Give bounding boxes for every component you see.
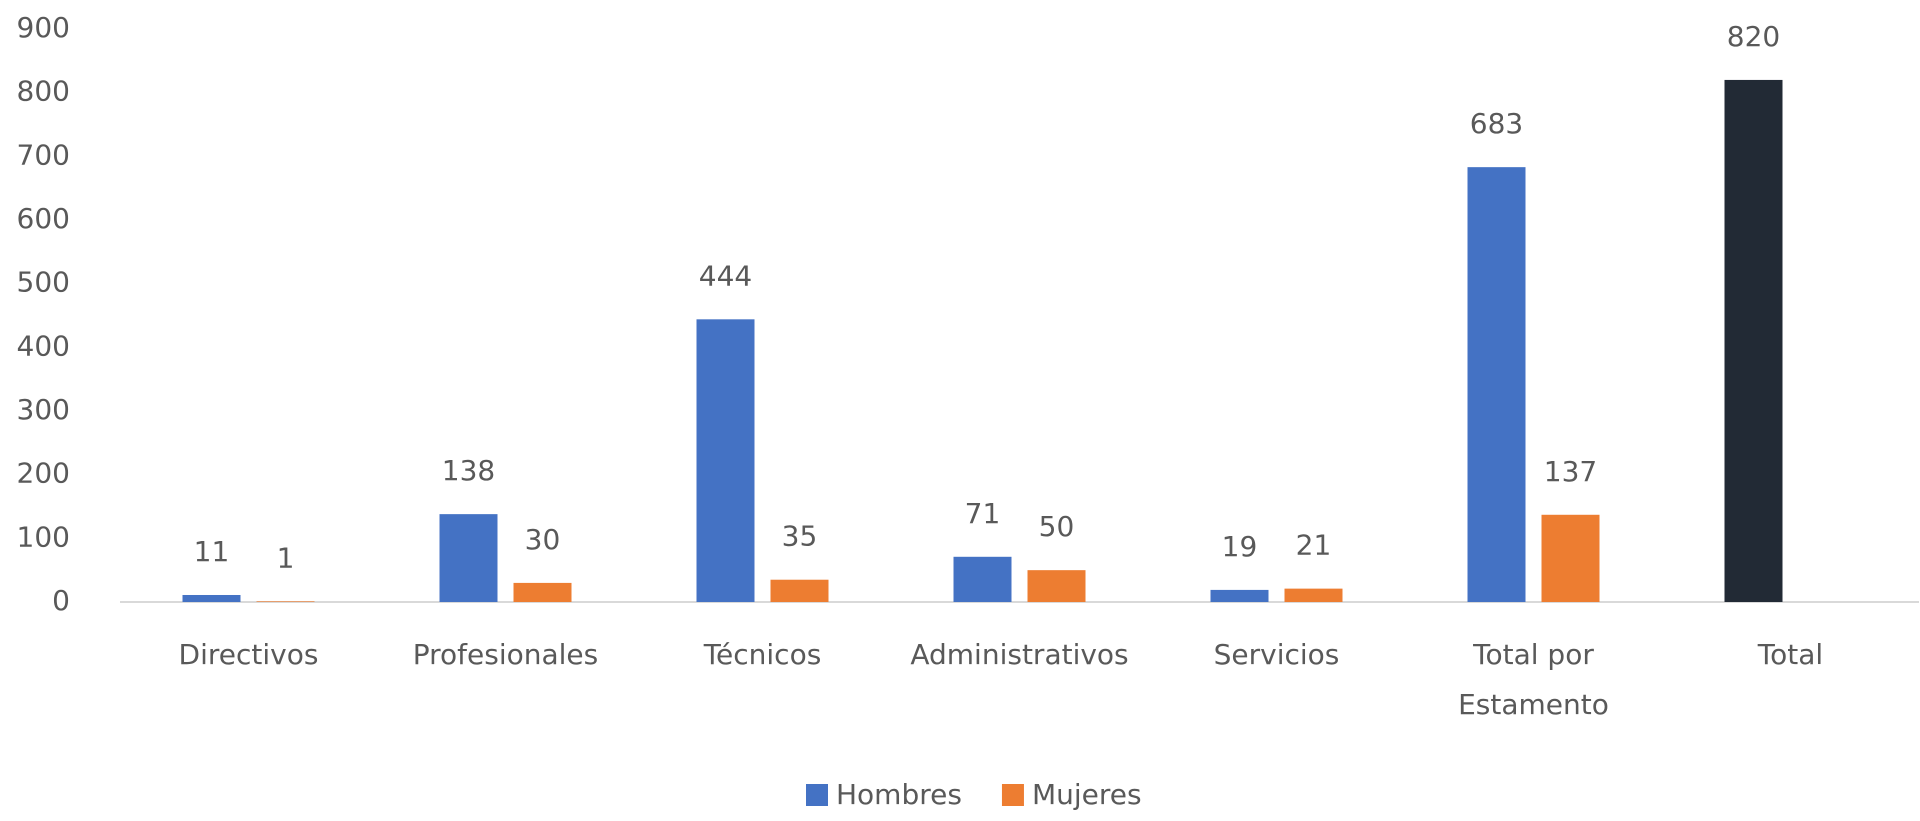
bar <box>953 556 1012 602</box>
bar <box>1284 588 1343 602</box>
x-tick-label: Profesionales <box>413 638 599 671</box>
y-tick-label: 600 <box>17 202 70 235</box>
data-label: 35 <box>782 520 818 553</box>
data-label: 138 <box>442 454 495 487</box>
x-tick-label: Administrativos <box>910 638 1128 671</box>
data-label: 30 <box>525 523 561 556</box>
data-label: 19 <box>1222 530 1258 563</box>
x-tick-label: Servicios <box>1214 638 1340 671</box>
y-tick-label: 500 <box>17 266 70 299</box>
x-tick-label: Técnicos <box>703 638 822 671</box>
bar <box>1541 514 1600 602</box>
data-label: 50 <box>1039 510 1075 543</box>
bar <box>696 319 755 602</box>
x-tick-line: Total por <box>1472 638 1594 671</box>
legend-label: Mujeres <box>1032 778 1142 811</box>
y-tick-label: 300 <box>17 393 70 426</box>
y-tick-label: 0 <box>52 584 70 617</box>
data-label: 683 <box>1470 107 1523 140</box>
y-tick-label: 900 <box>17 11 70 44</box>
x-tick-label: Total por Estamento <box>1458 638 1609 721</box>
bar <box>1210 589 1269 602</box>
y-tick-label: 400 <box>17 329 70 362</box>
bar <box>439 514 498 602</box>
bar <box>513 582 572 602</box>
y-tick-label: 200 <box>17 457 70 490</box>
data-label: 11 <box>194 535 230 568</box>
data-label: 820 <box>1727 20 1780 53</box>
x-tick-label: Directivos <box>179 638 319 671</box>
legend-swatch <box>806 784 828 806</box>
bar <box>770 579 829 602</box>
y-tick-label: 100 <box>17 520 70 553</box>
bar <box>1027 570 1086 602</box>
x-tick-line: Estamento <box>1458 688 1609 721</box>
legend-label: Hombres <box>836 778 962 811</box>
bar <box>1724 79 1783 602</box>
y-tick-label: 800 <box>17 75 70 108</box>
bar <box>256 601 315 602</box>
data-label: 444 <box>699 259 752 292</box>
data-label: 21 <box>1296 529 1332 562</box>
bar <box>182 594 241 602</box>
data-label: 137 <box>1544 455 1597 488</box>
data-label: 71 <box>965 497 1001 530</box>
y-tick-label: 700 <box>17 138 70 171</box>
legend-swatch <box>1001 784 1024 806</box>
data-label: 1 <box>277 541 295 574</box>
x-tick-label: Total <box>1757 638 1823 671</box>
bar <box>1467 167 1526 602</box>
